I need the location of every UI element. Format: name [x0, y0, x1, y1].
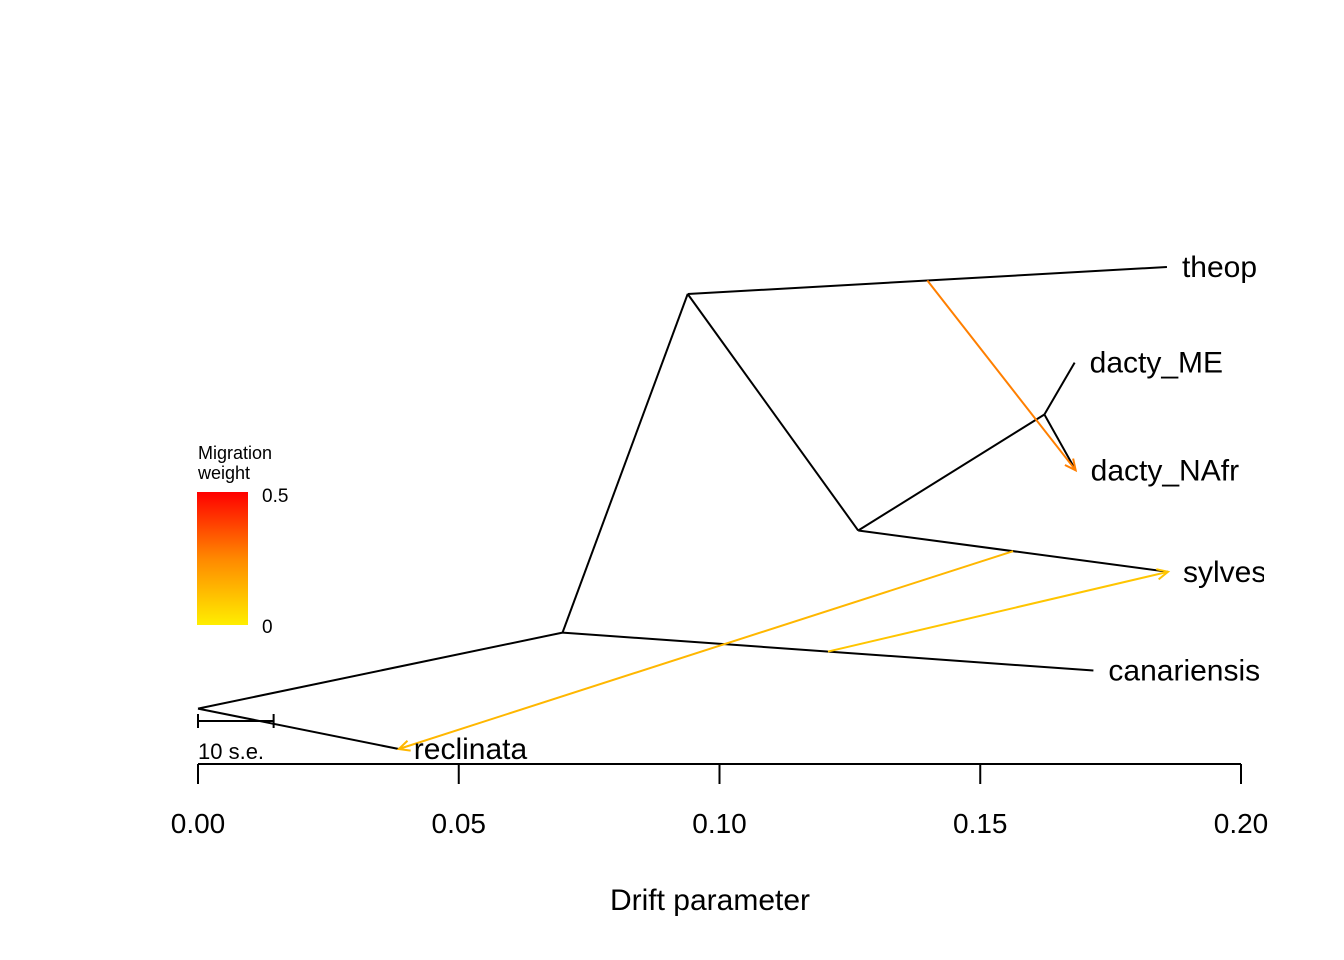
x-tick-label-4: 0.20 [1214, 808, 1269, 839]
migration-arrows [396, 279, 1171, 752]
x-tick-label-0: 0.00 [171, 808, 226, 839]
tree-edge-root-reclinata [197, 707, 399, 750]
x-tick-label-2: 0.10 [692, 808, 747, 839]
legend-color-bar [197, 492, 248, 625]
migration-weight-legend: Migration weight 0.5 0 [197, 443, 288, 638]
x-axis-title: Drift parameter [610, 884, 810, 917]
tip-label-sylvestris: sylves [1183, 556, 1266, 589]
tip-label-dacty_ME: dacty_ME [1090, 347, 1223, 380]
migration-arrow-sylvestris [827, 568, 1171, 653]
tip-label-canariensis: canariensis [1108, 655, 1260, 688]
tree-edge-n1-n2 [561, 293, 689, 633]
x-tick-label-1: 0.05 [432, 808, 487, 839]
tip-label-reclinata: reclinata [414, 733, 528, 766]
legend-title-line2: weight [197, 463, 250, 483]
legend-min-label: 0 [262, 617, 273, 638]
tip-label-theop: theop [1182, 251, 1257, 284]
legend-title-line1: Migration [198, 443, 272, 463]
tree-edge-n4-dacty_ME [1043, 362, 1076, 416]
tip-labels: reclinata canariensis sylves dacty_NAfr dact… [414, 251, 1266, 766]
x-axis: 0.00 0.05 0.10 0.15 0.20 Drift parameter [171, 763, 1269, 917]
tree-edge-n2-n3 [686, 293, 860, 532]
tree-edge-n4-dacty_NAfr [1043, 414, 1077, 471]
x-tick-label-3: 0.15 [953, 808, 1008, 839]
scale-bar: 10 s.e. [197, 714, 275, 764]
tree-edges [197, 265, 1169, 750]
tip-label-dacty_NAfr: dacty_NAfr [1091, 454, 1239, 487]
tree-edge-root-n1 [197, 631, 563, 710]
legend-max-label: 0.5 [262, 486, 288, 507]
x-axis-ticks: 0.00 0.05 0.10 0.15 0.20 [171, 764, 1269, 839]
scale-bar-label: 10 s.e. [198, 739, 264, 764]
migration-arrow-reclinata [396, 550, 1014, 752]
tree-edge-n3-n4 [857, 413, 1045, 532]
migration-arrow-dacty_NAfr [926, 279, 1078, 473]
